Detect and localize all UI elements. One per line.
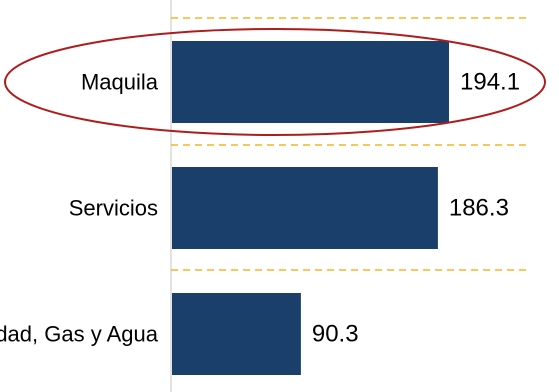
- category-label: Electricidad, Gas y Agua: [0, 322, 159, 347]
- value-label: 194.1: [460, 69, 520, 96]
- value-label: 186.3: [449, 195, 509, 222]
- category-label: Maquila: [81, 70, 159, 95]
- value-label: 90.3: [312, 321, 359, 348]
- highlight-ellipse: [4, 28, 546, 136]
- category-label: Servicios: [69, 196, 158, 221]
- bar: [172, 41, 449, 123]
- bar: [172, 293, 301, 375]
- bar: [172, 167, 438, 249]
